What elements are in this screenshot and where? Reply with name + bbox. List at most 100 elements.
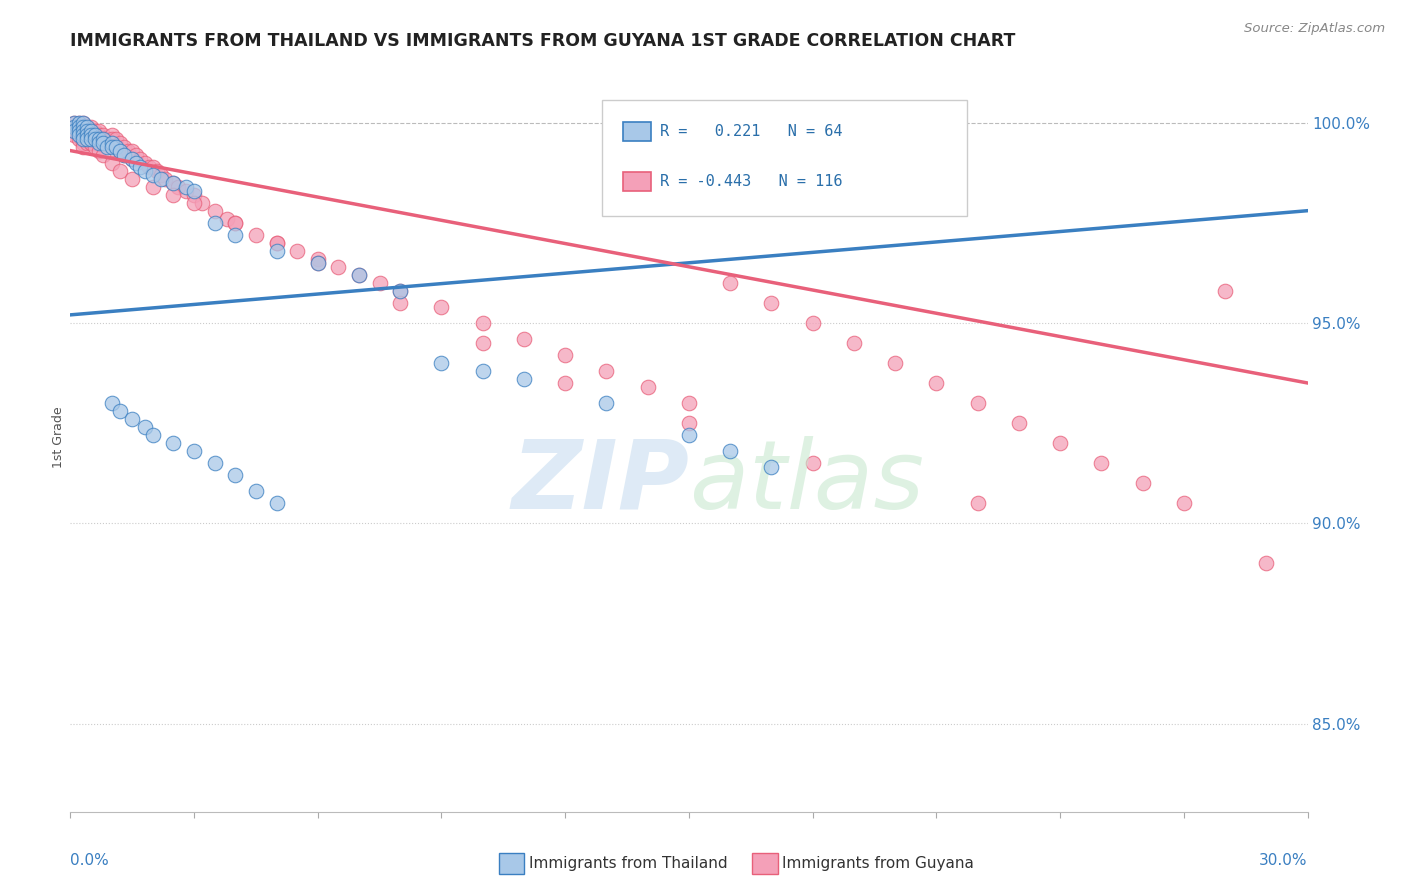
Point <box>72 131 94 145</box>
Point <box>76 128 98 142</box>
Text: Immigrants from Guyana: Immigrants from Guyana <box>782 856 973 871</box>
Point <box>138 160 160 174</box>
Point <box>104 139 127 153</box>
Point <box>718 276 741 290</box>
Point <box>1173 496 1195 510</box>
Point <box>89 131 111 145</box>
Point <box>245 227 267 242</box>
Point <box>142 160 165 174</box>
Point <box>80 128 103 142</box>
Point <box>80 120 103 134</box>
Point <box>84 128 107 142</box>
Bar <box>623 121 651 141</box>
Point <box>266 235 288 250</box>
Point <box>678 396 700 410</box>
Point <box>67 123 90 137</box>
Point <box>129 160 152 174</box>
Point <box>112 147 135 161</box>
Point <box>121 152 143 166</box>
Point <box>1049 436 1071 450</box>
Point <box>554 348 576 362</box>
Text: ZIP: ZIP <box>510 435 689 529</box>
Point <box>100 396 122 410</box>
Point <box>142 168 165 182</box>
Point <box>183 187 205 202</box>
Point <box>1256 556 1278 570</box>
Point <box>96 131 118 145</box>
Point <box>67 123 90 137</box>
Point <box>966 496 988 510</box>
Point <box>76 128 98 142</box>
Point <box>89 123 111 137</box>
Point <box>72 131 94 145</box>
Point <box>245 484 267 499</box>
Point <box>134 155 156 169</box>
Point <box>76 123 98 137</box>
Point <box>430 300 453 314</box>
Point <box>108 136 131 150</box>
Point <box>150 171 173 186</box>
Point <box>76 123 98 137</box>
Point <box>1132 476 1154 491</box>
Point <box>307 256 329 270</box>
Point <box>761 460 783 475</box>
Point <box>162 187 184 202</box>
Point <box>595 396 617 410</box>
Point <box>513 332 536 346</box>
Point <box>76 120 98 134</box>
Point <box>100 139 122 153</box>
Point <box>183 195 205 210</box>
Point <box>224 468 246 483</box>
Point <box>89 128 111 142</box>
Point <box>224 227 246 242</box>
Point <box>67 115 90 129</box>
Point <box>91 131 114 145</box>
Point <box>347 268 370 282</box>
Point <box>134 163 156 178</box>
Point <box>191 195 214 210</box>
Point <box>1213 284 1236 298</box>
Point <box>925 376 948 390</box>
Point <box>134 420 156 434</box>
Point <box>1008 416 1031 430</box>
Point <box>84 139 107 153</box>
Point <box>801 456 824 470</box>
Point <box>112 147 135 161</box>
Point <box>67 120 90 134</box>
Point <box>100 155 122 169</box>
Point <box>91 131 114 145</box>
Point <box>96 139 118 153</box>
Point <box>266 235 288 250</box>
Point <box>129 152 152 166</box>
Text: 30.0%: 30.0% <box>1260 853 1308 868</box>
Point <box>368 276 391 290</box>
Point <box>89 144 111 158</box>
Point <box>72 115 94 129</box>
Text: atlas: atlas <box>689 435 924 529</box>
Point <box>63 128 86 142</box>
Point <box>117 144 139 158</box>
Point <box>72 115 94 129</box>
Point <box>125 155 148 169</box>
Point <box>84 123 107 137</box>
Point <box>80 123 103 137</box>
Point <box>67 131 90 145</box>
Point <box>63 115 86 129</box>
Point <box>471 335 494 350</box>
Point <box>307 252 329 266</box>
Point <box>80 131 103 145</box>
Point <box>389 284 412 298</box>
Point <box>121 152 143 166</box>
Point <box>84 131 107 145</box>
Point <box>72 120 94 134</box>
Point <box>80 123 103 137</box>
Point <box>554 376 576 390</box>
Point <box>108 144 131 158</box>
Point <box>678 416 700 430</box>
Point <box>146 163 169 178</box>
Text: 0.0%: 0.0% <box>70 853 110 868</box>
Point <box>389 296 412 310</box>
Point <box>67 128 90 142</box>
Point <box>91 147 114 161</box>
Point <box>67 128 90 142</box>
